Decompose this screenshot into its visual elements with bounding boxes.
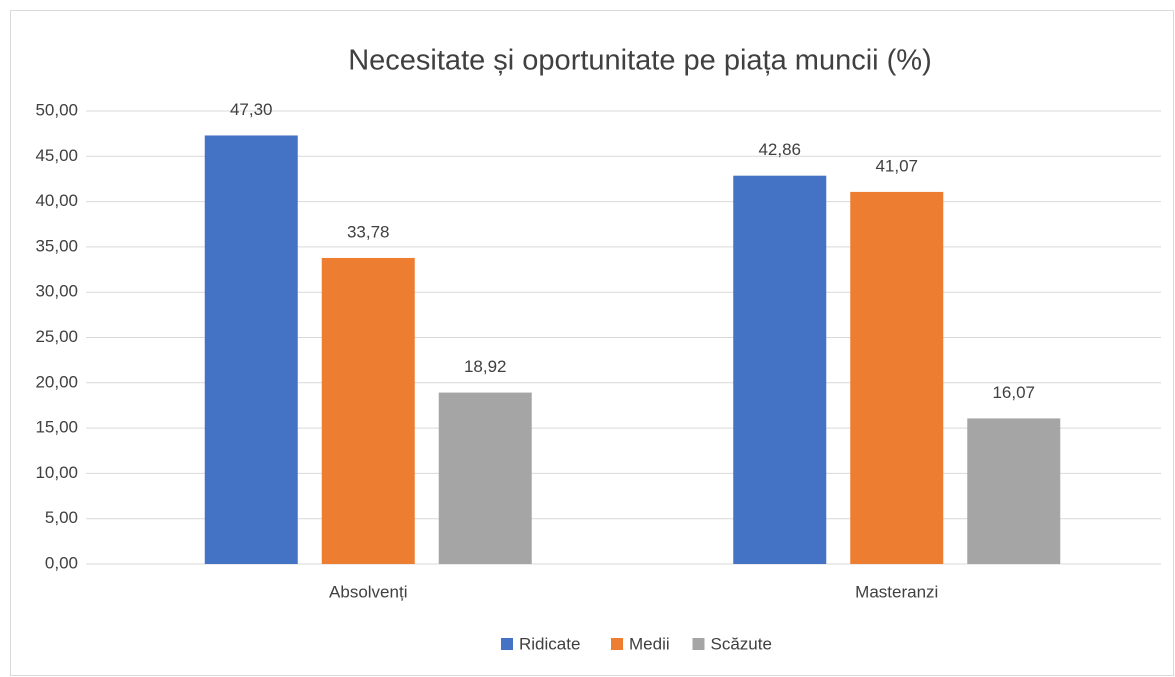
bar bbox=[204, 135, 298, 564]
bar bbox=[850, 191, 944, 564]
data-label: 42,86 bbox=[758, 140, 801, 159]
y-tick-label: 0,00 bbox=[45, 553, 78, 572]
y-tick-label: 5,00 bbox=[45, 508, 78, 527]
chart-title: Necesitate și oportunitate pe piața munc… bbox=[348, 45, 932, 77]
data-label: 16,07 bbox=[992, 383, 1035, 402]
data-label: 18,92 bbox=[464, 357, 507, 376]
bar bbox=[733, 175, 827, 564]
data-label: 47,30 bbox=[230, 100, 273, 119]
legend-label: Medii bbox=[629, 634, 670, 653]
y-tick-label: 10,00 bbox=[35, 463, 78, 482]
y-tick-label: 35,00 bbox=[35, 236, 78, 255]
y-tick-label: 15,00 bbox=[35, 418, 78, 437]
legend-label: Ridicate bbox=[519, 634, 580, 653]
legend-swatch bbox=[692, 638, 705, 650]
legend-swatch bbox=[501, 638, 513, 650]
data-label: 41,07 bbox=[875, 156, 918, 175]
y-tick-label: 20,00 bbox=[35, 372, 78, 391]
bar bbox=[321, 257, 415, 564]
bar bbox=[438, 392, 532, 564]
bar bbox=[967, 418, 1061, 564]
y-tick-label: 45,00 bbox=[35, 146, 78, 165]
x-tick-label: Absolvenți bbox=[329, 582, 407, 601]
y-tick-label: 50,00 bbox=[35, 100, 78, 119]
y-tick-label: 25,00 bbox=[35, 327, 78, 346]
legend-swatch bbox=[611, 638, 623, 650]
x-tick-label: Masteranzi bbox=[855, 582, 938, 601]
data-label: 33,78 bbox=[347, 222, 390, 241]
chart-border bbox=[10, 10, 1174, 676]
y-tick-label: 30,00 bbox=[35, 282, 78, 301]
y-tick-label: 40,00 bbox=[35, 191, 78, 210]
legend-label: Scăzute bbox=[711, 634, 772, 653]
